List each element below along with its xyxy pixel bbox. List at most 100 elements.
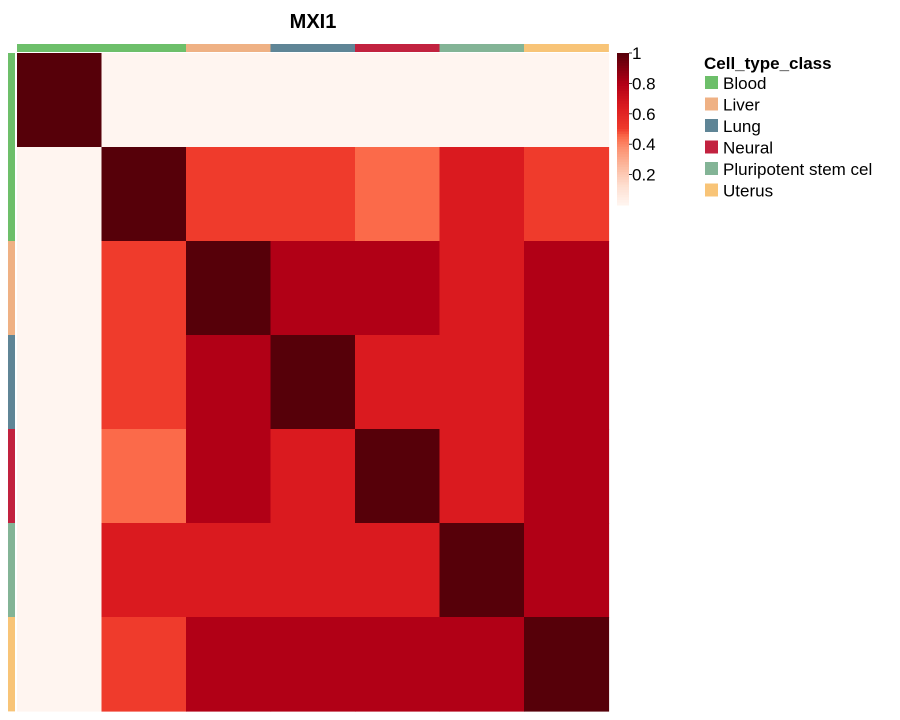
color-scale-swatch [617,98,629,102]
color-scale-swatch [617,131,629,135]
heatmap-cell [270,617,356,712]
annotation-cell [8,429,15,524]
heatmap-cell [524,335,610,430]
heatmap-cell [101,147,187,242]
color-scale-swatch [617,139,629,143]
heatmap-cell [186,241,272,336]
heatmap-cell [355,53,441,148]
color-scale-swatch [617,65,629,69]
color-scale-swatch [617,151,629,155]
heatmap-cell [17,147,103,242]
color-scale-swatch [617,85,629,89]
annotation-cell [8,335,15,430]
legend-label: Blood [723,74,766,93]
color-scale-swatch [617,141,629,145]
legend-label: Uterus [723,182,773,201]
heatmap-cell [524,617,610,712]
heatmap-cell [439,429,525,524]
color-scale-swatch [617,103,629,107]
annotation-cell [8,523,15,618]
heatmap-cell [439,335,525,430]
color-scale-swatch [617,177,629,181]
annotation-cell [186,44,271,52]
heatmap-cell [270,53,356,148]
cell-type-legend: Cell_type_class Blood Liver Lung Neural Plur… [704,54,872,201]
color-scale-swatch [617,75,629,79]
color-scale-swatch [617,156,629,160]
color-scale-swatch [617,58,629,62]
annotation-cell [8,53,15,148]
heatmap-cell [439,147,525,242]
color-scale-swatch [617,53,629,57]
heatmap-cell [270,335,356,430]
color-scale-swatch [617,197,629,201]
heatmap-cell [17,241,103,336]
legend-swatch [705,140,718,154]
legend-swatch [705,97,718,111]
color-scale-swatch [617,118,629,122]
color-scale-swatch [617,106,629,110]
color-scale-tick-label: 0.4 [632,135,656,154]
color-scale-swatch [617,91,629,95]
color-scale-swatch [617,164,629,168]
heatmap-cell [270,241,356,336]
color-scale-swatch [617,111,629,115]
heatmap-cell [355,523,441,618]
color-scale-swatch [617,68,629,72]
heatmap-cell [186,335,272,430]
color-scale-swatch [617,78,629,82]
annotation-cell [8,241,15,336]
color-scale-swatch [617,136,629,140]
heatmap-cell [439,617,525,712]
heatmap-cell [101,523,187,618]
color-scale-swatch [617,159,629,163]
color-scale-swatch [617,187,629,191]
color-scale-swatch [617,144,629,148]
color-scale-swatch [617,101,629,105]
heatmap-cell [101,429,187,524]
color-scale-swatch [617,113,629,117]
heatmap-cell [355,429,441,524]
color-scale-swatch [617,174,629,178]
heatmap-cell [186,429,272,524]
color-scale-swatch [617,154,629,158]
heatmap-cell [17,617,103,712]
color-scale-tick-label: 1 [632,44,641,63]
color-scale-swatch [617,149,629,153]
color-scale-swatch [617,146,629,150]
color-scale-swatch [617,202,629,206]
left-annotation-bar [8,53,15,712]
heatmap-cell [524,53,610,148]
heatmap-cell [355,241,441,336]
heatmap-cell [355,335,441,430]
color-scale-legend: 1 0.8 0.6 0.4 0.2 [617,44,656,206]
top-annotation-bar [17,44,609,52]
heatmap-cell [186,147,272,242]
annotation-cell [439,44,525,52]
color-scale-swatch [617,60,629,64]
color-scale-swatch [617,129,629,133]
heatmap-cell [439,241,525,336]
color-scale-tick-label: 0.6 [632,105,656,124]
heatmap-cell [186,617,272,712]
color-scale-swatch [617,167,629,171]
chart-title: MXI1 [290,11,337,33]
legend-swatch [705,76,718,89]
color-scale-swatch [617,123,629,127]
heatmap-cell [101,617,187,712]
color-scale-swatch [617,70,629,74]
color-scale-swatch [617,88,629,92]
heatmap-cell [186,523,272,618]
heatmap-cell [355,147,441,242]
heatmap-cell [270,429,356,524]
color-scale-swatch [617,116,629,120]
legend-title: Cell_type_class [704,54,832,73]
color-scale-swatch [617,161,629,165]
color-scale-swatch [617,134,629,138]
color-scale-swatch [617,189,629,193]
legend-swatch [705,183,718,197]
color-scale-swatch [617,80,629,84]
heatmap-cell [524,241,610,336]
annotation-cell [270,44,356,52]
